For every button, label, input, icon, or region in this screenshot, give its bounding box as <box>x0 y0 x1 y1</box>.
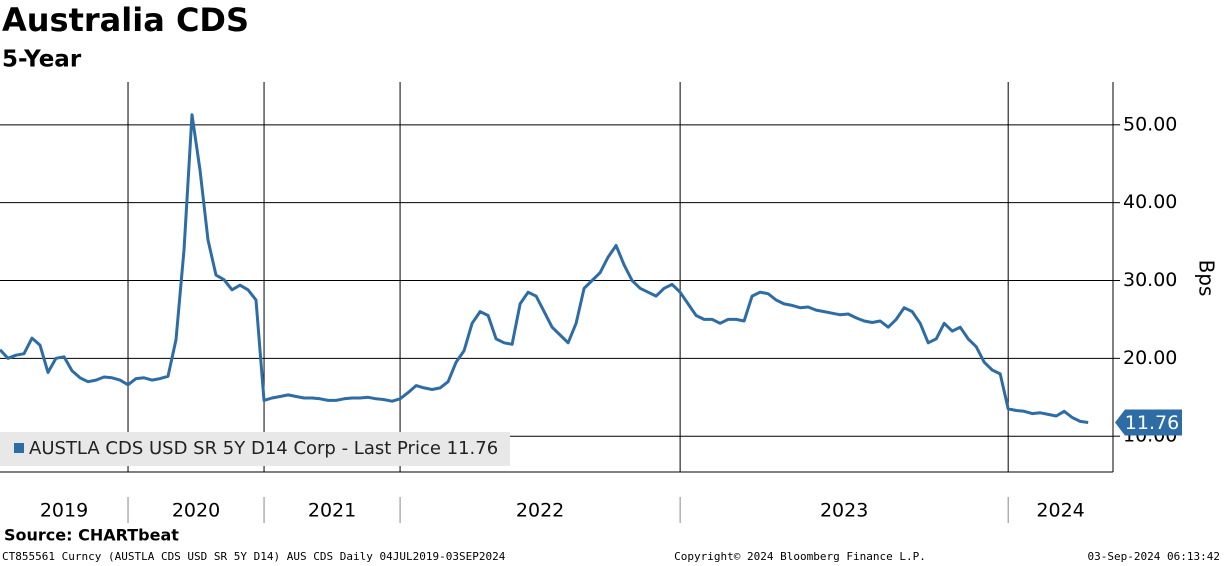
chart-title: Australia CDS <box>2 1 249 39</box>
footer-left: CT855561 Curncy (AUSTLA CDS USD SR 5Y D1… <box>2 550 506 563</box>
chart-subtitle: 5-Year <box>2 47 82 73</box>
x-tick-label: 2023 <box>820 500 868 522</box>
legend: AUSTLA CDS USD SR 5Y D14 Corp - Last Pri… <box>0 432 510 466</box>
x-tick-label: 2019 <box>40 500 88 522</box>
x-tick-label: 2022 <box>516 500 564 522</box>
legend-box <box>0 432 510 466</box>
legend-swatch <box>14 443 24 453</box>
last-price-label: 11.76 <box>1125 412 1179 434</box>
y-axis-label: Bps <box>1195 260 1219 297</box>
y-tick-label: 40.00 <box>1123 191 1177 213</box>
x-tick-label: 2020 <box>172 500 220 522</box>
footer-center: Copyright© 2024 Bloomberg Finance L.P. <box>674 550 926 563</box>
y-tick-label: 20.00 <box>1123 347 1177 369</box>
y-tick-label: 50.00 <box>1123 113 1177 135</box>
x-tick-label: 2024 <box>1036 500 1084 522</box>
legend-label: AUSTLA CDS USD SR 5Y D14 Corp - Last Pri… <box>29 438 498 459</box>
source: Source: CHARTbeat <box>4 526 179 545</box>
footer-right: 03-Sep-2024 06:13:42 <box>1088 550 1220 563</box>
data-line <box>0 113 1089 424</box>
y-tick-label: 30.00 <box>1123 269 1177 291</box>
last-price-tag <box>1115 409 1182 436</box>
x-tick-label: 2021 <box>308 500 356 522</box>
